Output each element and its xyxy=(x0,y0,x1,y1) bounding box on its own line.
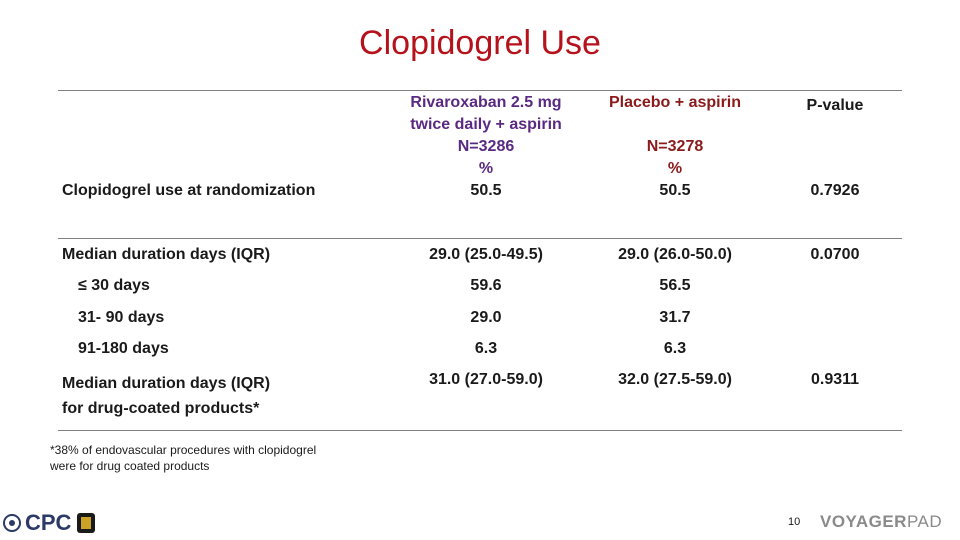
table-header-rule xyxy=(58,238,902,239)
university-shield-icon xyxy=(77,513,96,533)
row1-value-rivaroxaban: 29.0 (25.0-49.5) xyxy=(429,246,543,263)
row3-value-rivaroxaban: 29.0 xyxy=(470,309,502,326)
row4-value-placebo: 6.3 xyxy=(663,340,687,357)
slide-title: Clopidogrel Use xyxy=(359,24,601,62)
row5-label-line2: for drug-coated products* xyxy=(62,400,260,417)
row4-value-rivaroxaban: 6.3 xyxy=(474,340,498,357)
header-col-pvalue: P-value xyxy=(806,97,864,114)
row0-value-placebo: 50.5 xyxy=(659,182,691,199)
cpc-logo: CPC xyxy=(2,508,97,538)
row5-label-line1: Median duration days (IQR) xyxy=(62,375,271,392)
footnote-line1: *38% of endovascular procedures with clo… xyxy=(50,443,317,457)
row1-pvalue: 0.0700 xyxy=(810,246,860,263)
row-label-91-180-days: 91-180 days xyxy=(78,340,169,357)
table-top-rule xyxy=(58,90,902,91)
row-label-median-duration-dcb: Median duration days (IQR) for drug-coat… xyxy=(62,371,270,421)
voyager-logo-text: VOYAGER xyxy=(820,512,907,531)
footnote-line2: were for drug coated products xyxy=(50,459,210,473)
row2-value-placebo: 56.5 xyxy=(659,277,691,294)
header-col-placebo: Placebo + aspirin N=3278 % xyxy=(575,92,775,180)
row5-value-placebo: 32.0 (27.5-59.0) xyxy=(618,371,732,388)
row5-value-rivaroxaban: 31.0 (27.0-59.0) xyxy=(429,371,543,388)
header-col2-line4: % xyxy=(667,160,683,177)
header-col1-line3: N=3286 xyxy=(457,138,515,155)
row-label-le-30-days: ≤ 30 days xyxy=(78,277,150,294)
cpc-emblem-icon xyxy=(3,514,21,532)
row3-value-placebo: 31.7 xyxy=(659,309,691,326)
row0-value-rivaroxaban: 50.5 xyxy=(470,182,502,199)
pad-logo-text: PAD xyxy=(906,512,943,531)
row1-value-placebo: 29.0 (26.0-50.0) xyxy=(618,246,732,263)
row-label-clopidogrel-randomization: Clopidogrel use at randomization xyxy=(62,182,316,199)
header-col1-line4: % xyxy=(478,160,494,177)
header-col2-line2 xyxy=(575,114,775,136)
header-col1-line2: twice daily + aspirin xyxy=(410,116,562,133)
footnote: *38% of endovascular procedures with clo… xyxy=(50,442,316,474)
header-col-rivaroxaban: Rivaroxaban 2.5 mg twice daily + aspirin… xyxy=(386,92,586,180)
header-col2-line1: Placebo + aspirin xyxy=(608,94,742,111)
row2-value-rivaroxaban: 59.6 xyxy=(470,277,502,294)
header-col2-line3: N=3278 xyxy=(646,138,704,155)
page-number: 10 xyxy=(788,516,801,528)
row5-pvalue: 0.9311 xyxy=(810,371,860,388)
row-label-median-duration: Median duration days (IQR) xyxy=(62,246,271,263)
table-bottom-rule xyxy=(58,430,902,431)
header-col1-line1: Rivaroxaban 2.5 mg xyxy=(410,94,562,111)
row-label-31-90-days: 31- 90 days xyxy=(78,309,165,326)
row0-pvalue: 0.7926 xyxy=(810,182,860,199)
voyager-pad-logo: VOYAGERPAD xyxy=(820,512,942,532)
cpc-logo-text: CPC xyxy=(25,510,72,535)
